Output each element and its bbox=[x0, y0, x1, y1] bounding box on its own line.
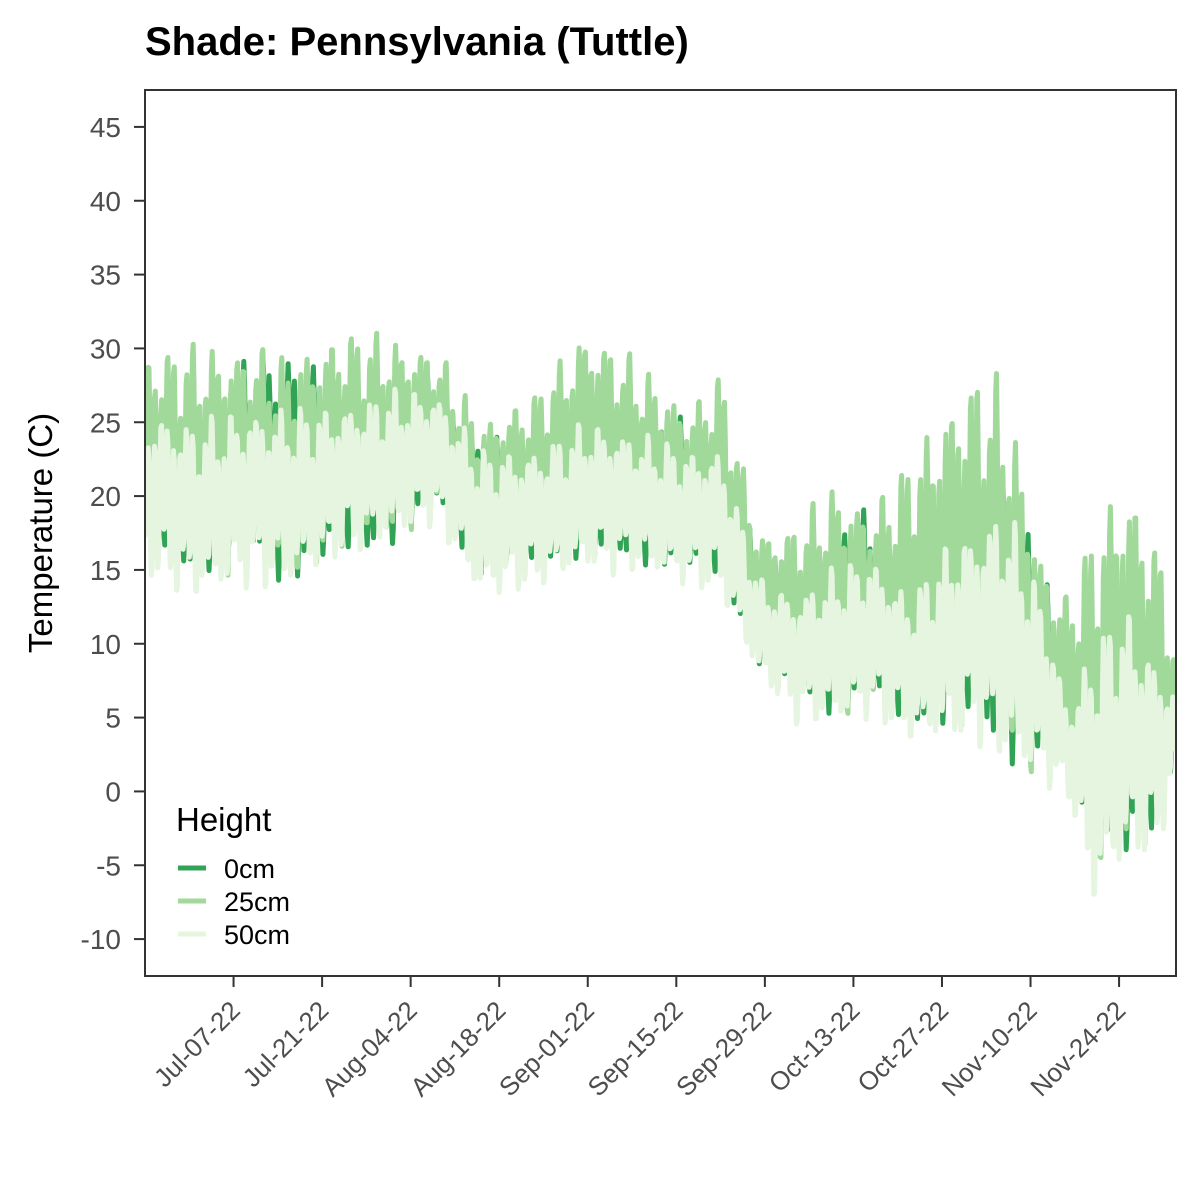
legend-label-50cm: 50cm bbox=[224, 920, 290, 950]
x-tick-label: Oct-13-22 bbox=[763, 995, 866, 1098]
x-tick-label: Sep-29-22 bbox=[670, 995, 777, 1102]
y-axis-label: Temperature (C) bbox=[22, 413, 59, 653]
x-tick-label: Jul-07-22 bbox=[148, 995, 246, 1093]
x-tick-label: Nov-10-22 bbox=[936, 995, 1043, 1102]
y-tick-label: 20 bbox=[90, 481, 121, 512]
x-axis: Jul-07-22Jul-21-22Aug-04-22Aug-18-22Sep-… bbox=[148, 976, 1131, 1102]
y-tick-label: 5 bbox=[105, 703, 121, 734]
x-tick-label: Aug-18-22 bbox=[404, 995, 511, 1102]
y-tick-label: 40 bbox=[90, 186, 121, 217]
x-tick-label: Nov-24-22 bbox=[1024, 995, 1131, 1102]
y-tick-label: 10 bbox=[90, 629, 121, 660]
x-tick-label: Sep-01-22 bbox=[493, 995, 600, 1102]
legend-title: Height bbox=[176, 801, 271, 838]
x-tick-label: Aug-04-22 bbox=[316, 995, 423, 1102]
y-tick-label: -10 bbox=[81, 924, 121, 955]
y-axis: 45 40 35 30 25 20 15 10 5 0 -5 -10 bbox=[81, 112, 145, 955]
y-tick-label: 45 bbox=[90, 112, 121, 143]
y-tick-label: 25 bbox=[90, 407, 121, 438]
plot-panel-border bbox=[144, 89, 1177, 977]
y-tick-label: -5 bbox=[96, 850, 121, 881]
y-tick-label: 30 bbox=[90, 333, 121, 364]
legend-label-0cm: 0cm bbox=[224, 854, 275, 884]
chart-title: Shade: Pennsylvania (Tuttle) bbox=[145, 20, 689, 64]
y-tick-label: 0 bbox=[105, 776, 121, 807]
series-line-50cm bbox=[145, 386, 1176, 897]
y-tick-label: 15 bbox=[90, 555, 121, 586]
x-tick-label: Sep-15-22 bbox=[581, 995, 688, 1102]
series-layer bbox=[145, 330, 1176, 897]
legend-label-25cm: 25cm bbox=[224, 887, 290, 917]
y-tick-label: 35 bbox=[90, 260, 121, 291]
